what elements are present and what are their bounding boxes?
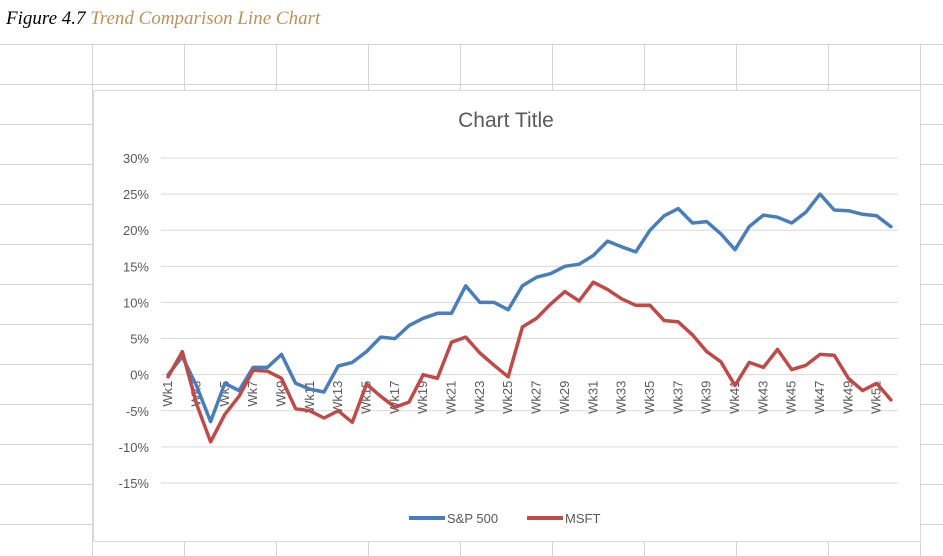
x-tick-label: Wk7	[245, 381, 260, 407]
y-tick-label: 0%	[130, 368, 149, 383]
chart-object[interactable]: Chart Title 30% 25% 20% 15% 10% 5% 0% -5% -10% -1…	[93, 90, 921, 542]
y-tick-label: 5%	[130, 332, 149, 347]
chart-area	[93, 90, 921, 542]
x-tick-label: Wk5	[217, 381, 232, 407]
figure-caption-title: Trend Comparison Line Chart	[90, 8, 321, 29]
chart-title: Chart Title	[458, 109, 554, 132]
x-tick-label: Wk39	[699, 381, 714, 414]
x-tick-label: Wk29	[557, 381, 572, 414]
chart-legend: S&P 500 MSFT	[409, 511, 600, 526]
x-tick-label: Wk43	[755, 381, 770, 414]
y-tick-label: 10%	[123, 295, 149, 310]
series-line-msft	[166, 280, 893, 444]
series-line-sp500	[166, 192, 893, 424]
chart-plot-area	[166, 192, 893, 444]
x-tick-label: Wk27	[529, 381, 544, 414]
x-tick-label: Wk35	[642, 381, 657, 414]
x-tick-label: Wk23	[472, 381, 487, 414]
x-tick-label: Wk25	[500, 381, 515, 414]
x-tick-label: Wk49	[840, 381, 855, 414]
x-tick-label: Wk47	[812, 381, 827, 414]
y-tick-label: 15%	[123, 259, 149, 274]
x-tick-label: Wk13	[330, 381, 345, 414]
x-tick-label: Wk45	[784, 381, 799, 414]
y-tick-label: 20%	[123, 223, 149, 238]
x-tick-label: Wk33	[614, 381, 629, 414]
x-tick-label: Wk19	[415, 381, 430, 414]
x-tick-label: Wk1	[160, 381, 175, 407]
x-tick-label: Wk37	[670, 381, 685, 414]
y-axis-labels: 30% 25% 20% 15% 10% 5% 0% -5% -10% -15%	[119, 151, 150, 491]
figure-label: Figure 4.7	[6, 8, 86, 29]
x-tick-label: Wk21	[444, 381, 459, 414]
y-tick-label: -15%	[119, 476, 150, 491]
figure-caption: Figure 4.7 Trend Comparison Line Chart	[6, 6, 320, 32]
x-tick-label: Wk17	[387, 381, 402, 414]
x-tick-label: Wk41	[727, 381, 742, 414]
y-tick-label: -5%	[126, 404, 150, 419]
chart-gridlines	[161, 157, 898, 484]
y-tick-label: -10%	[119, 440, 150, 455]
x-tick-label: Wk31	[585, 381, 600, 414]
legend-label: MSFT	[565, 511, 600, 526]
y-tick-label: 25%	[123, 187, 149, 202]
x-axis-labels: Wk1 Wk3 Wk5 Wk7 Wk9 Wk11 Wk13 Wk15 Wk17 Wk19 Wk21 W…	[160, 381, 884, 414]
y-tick-label: 30%	[123, 151, 149, 166]
legend-label: S&P 500	[447, 511, 498, 526]
